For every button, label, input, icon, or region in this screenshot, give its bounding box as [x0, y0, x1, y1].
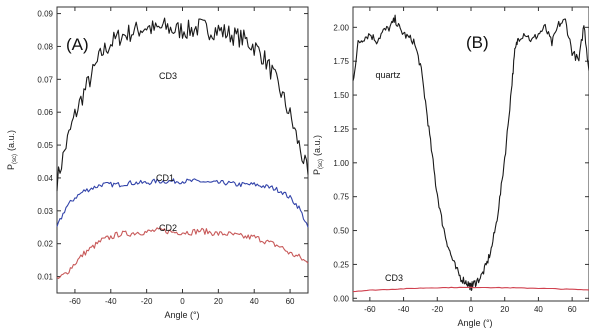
- x-tick-label: 60: [286, 297, 295, 306]
- series-label-cd2-a: CD2: [159, 223, 177, 233]
- series-label-cd1-a: CD1: [156, 173, 174, 183]
- y-tick-label: 0.08: [37, 42, 53, 51]
- series-line-quartz: [352, 14, 589, 292]
- y-tick-label: 1.25: [333, 125, 349, 134]
- panel-label-a: (A): [66, 35, 89, 54]
- y-tick-label: 0.00: [333, 294, 349, 303]
- y-tick-label: 1.50: [333, 91, 349, 100]
- x-tick-label: 20: [500, 305, 509, 314]
- x-axis-title-a: Angle (°): [164, 310, 199, 320]
- y-tick-label: 0.50: [333, 227, 349, 236]
- panel-a: -60 -40 -20 0 20 40 60 0.01 0.02 0.03 0.04 0.05 0.06…: [6, 6, 309, 320]
- x-tick-label: -40: [105, 297, 117, 306]
- y-tick-label: 0.01: [37, 273, 53, 282]
- plot-frame-a: [56, 6, 309, 294]
- y-axis-title-b: P(sc) (a.u.): [312, 135, 324, 175]
- y-tick-label: 0.06: [37, 108, 53, 117]
- y-axis-title-a: P(sc) (a.u.): [6, 130, 18, 170]
- y-tick-label: 0.09: [37, 10, 53, 19]
- y-tick-label: 2.00: [333, 23, 349, 32]
- y-tick-label: 1.75: [333, 57, 349, 66]
- y-tick-label: 0.02: [37, 240, 53, 249]
- y-axis-title-unit-a: (a.u.): [6, 130, 16, 151]
- series-line-cd3: [352, 286, 589, 293]
- x-tick-label: -60: [69, 297, 81, 306]
- y-tick-label: 0.07: [37, 75, 53, 84]
- x-tick-label: -40: [398, 305, 410, 314]
- series-line-cd2: [56, 227, 309, 280]
- series-line-cd1: [56, 178, 309, 228]
- y-tick-label: 0.75: [333, 193, 349, 202]
- x-tick-label: 20: [214, 297, 223, 306]
- x-tick-label: 60: [568, 305, 577, 314]
- y-axis-title-sub-a: (sc): [12, 154, 18, 164]
- series-label-quartz-b: quartz: [375, 70, 401, 80]
- y-tick-label: 0.05: [37, 141, 53, 150]
- y-axis-title-main-a: P: [6, 164, 16, 170]
- panel-label-b: (B): [466, 33, 489, 52]
- y-axis-title-sub-b: (sc): [318, 159, 324, 169]
- y-tick-label: 0.25: [333, 260, 349, 269]
- series-label-cd3-b: CD3: [385, 273, 403, 283]
- x-axis-title-b: Angle (°): [457, 318, 492, 328]
- x-tick-label: 40: [250, 297, 259, 306]
- y-tick-label: 0.04: [37, 174, 53, 183]
- x-tick-label: 0: [469, 305, 474, 314]
- series-label-cd3-a: CD3: [159, 71, 177, 81]
- y-tick-label: 0.03: [37, 207, 53, 216]
- series-line-cd3: [56, 17, 309, 192]
- x-tick-label: 40: [534, 305, 543, 314]
- x-tick-label: 0: [180, 297, 185, 306]
- y-tick-label: 1.00: [333, 159, 349, 168]
- y-axis-title-unit-b: (a.u.): [312, 135, 322, 156]
- x-tick-label: -20: [141, 297, 153, 306]
- x-tick-label: -60: [364, 305, 376, 314]
- panel-b: -60 -40 -20 0 20 40 60 0.00 0.25 0.50 0.75 1.00 1.25…: [312, 6, 589, 328]
- x-tick-label: -20: [432, 305, 444, 314]
- y-axis-title-main-b: P: [312, 169, 322, 175]
